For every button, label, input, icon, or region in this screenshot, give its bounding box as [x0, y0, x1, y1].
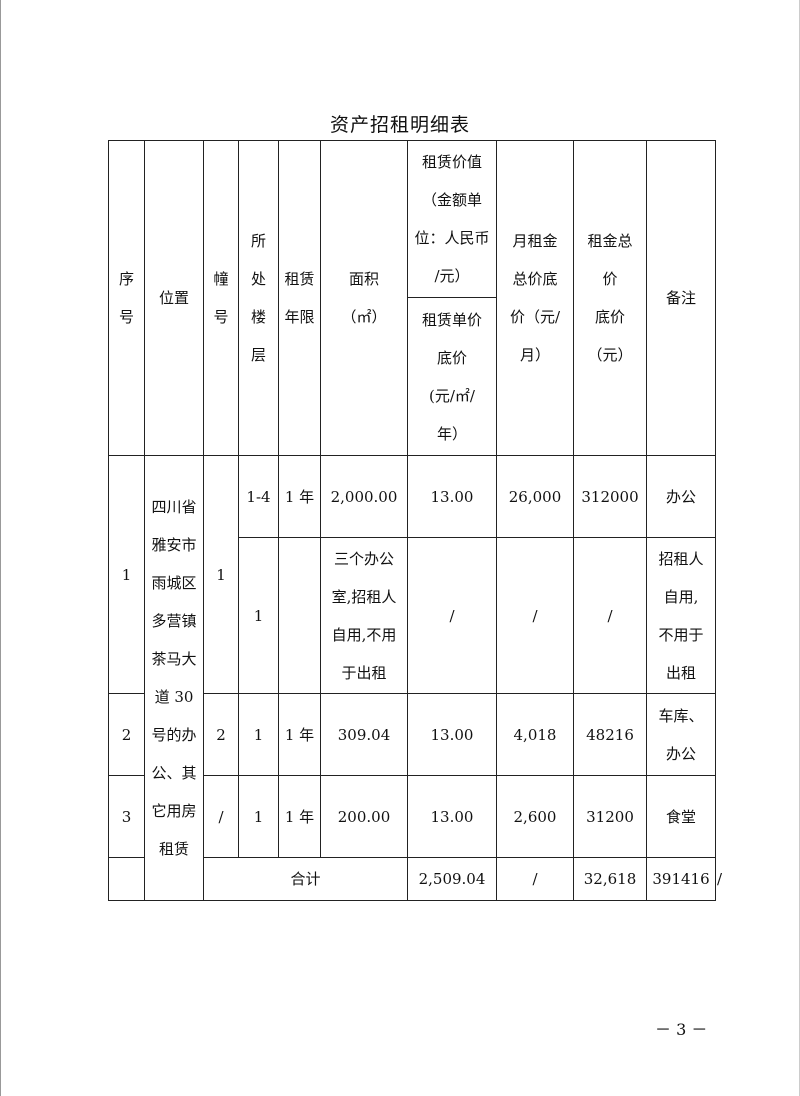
total-monthly: 32,618 — [573, 857, 647, 901]
cell-floor: 1 — [238, 693, 279, 776]
cell-area: 200.00 — [320, 775, 408, 858]
header-location: 位置 — [144, 140, 204, 456]
cell-floor: 1-4 — [238, 455, 279, 538]
cell-remark: 车库、 办公 — [646, 693, 716, 776]
cell-remark: 招租人 自用, 不用于 出租 — [646, 537, 716, 694]
cell-unit-price: / — [407, 537, 497, 694]
header-term: 租赁 年限 — [278, 140, 321, 456]
cell-building: / — [203, 775, 239, 858]
page-number: － 3 － — [655, 1020, 708, 1039]
header-seq: 序 号 — [108, 140, 145, 456]
cell-seq: 1 — [108, 455, 145, 694]
cell-seq: 2 — [108, 693, 145, 776]
header-remark: 备注 — [646, 140, 716, 456]
cell-unit-price: 13.00 — [407, 455, 497, 538]
cell-monthly: 4,018 — [496, 693, 574, 776]
cell-monthly: 26,000 — [496, 455, 574, 538]
table-row: 1 三个办公 室,招租人 自用,不用 于出租 / / / 招租人 自用, 不用于… — [109, 537, 716, 694]
cell-area: 2,000.00 — [320, 455, 408, 538]
total-row: 合计 2,509.04 / 32,618 391416 / — [108, 857, 722, 901]
cell-total: 48216 — [573, 693, 647, 776]
header-total: 租金总 价 底价 （元） — [573, 140, 647, 456]
header-floor: 所 处 楼 层 — [238, 140, 279, 456]
header-row-2: 租赁单价 底价 (元/㎡/ 年） — [109, 297, 716, 456]
page-title: 资产招租明细表 — [329, 114, 470, 136]
cell-term: 1 年 — [278, 455, 321, 538]
header-row: 序 号 位置 幢 号 所 处 楼 层 租赁 年限 面积 （㎡） 租赁价值 （金额… — [108, 140, 716, 456]
header-value-group: 租赁价值 （金额单 位：人民币 /元） — [407, 140, 497, 298]
total-label: 合计 — [203, 857, 408, 901]
cell-empty — [108, 857, 145, 901]
cell-area: 309.04 — [320, 693, 408, 776]
cell-term: 1 年 — [278, 693, 321, 776]
header-monthly: 月租金 总价底 价（元/ 月） — [496, 140, 574, 456]
cell-floor: 1 — [238, 775, 279, 858]
rental-asset-table: 序 号 位置 幢 号 所 处 楼 层 租赁 年限 面积 （㎡） 租赁价值 （金额… — [108, 140, 722, 901]
cell-location: 四川省 雅安市 雨城区 多营镇 茶马大 道 30 号的办 公、其 它用房 租赁 — [144, 455, 204, 901]
cell-unit-price: 13.00 — [407, 693, 497, 776]
table-row: 3 / 1 1 年 200.00 13.00 2,600 31200 食堂 — [108, 775, 716, 858]
cell-remark: 食堂 — [646, 775, 716, 858]
page-edge-left — [0, 0, 1, 1096]
cell-term: 1 年 — [278, 775, 321, 858]
cell-monthly: / — [496, 537, 574, 694]
cell-total: / — [573, 537, 647, 694]
cell-total: 31200 — [573, 775, 647, 858]
header-unit-price: 租赁单价 底价 (元/㎡/ 年） — [407, 297, 497, 456]
table-row: 1 四川省 雅安市 雨城区 多营镇 茶马大 道 30 号的办 公、其 它用房 租… — [108, 455, 716, 901]
total-unit-price: / — [496, 857, 574, 901]
cell-building: 1 — [203, 455, 239, 694]
cell-remark: 办公 — [646, 455, 716, 538]
cell-seq: 3 — [108, 775, 145, 858]
total-total: 391416 — [646, 857, 716, 901]
cell-floor: 1 — [238, 537, 279, 694]
cell-building: 2 — [203, 693, 239, 776]
cell-unit-price: 13.00 — [407, 775, 497, 858]
header-area: 面积 （㎡） — [320, 140, 408, 456]
cell-monthly: 2,600 — [496, 775, 574, 858]
cell-total: 312000 — [573, 455, 647, 538]
header-building: 幢 号 — [203, 140, 239, 456]
cell-area: 三个办公 室,招租人 自用,不用 于出租 — [320, 537, 408, 694]
total-area: 2,509.04 — [407, 857, 497, 901]
cell-term — [278, 537, 321, 694]
